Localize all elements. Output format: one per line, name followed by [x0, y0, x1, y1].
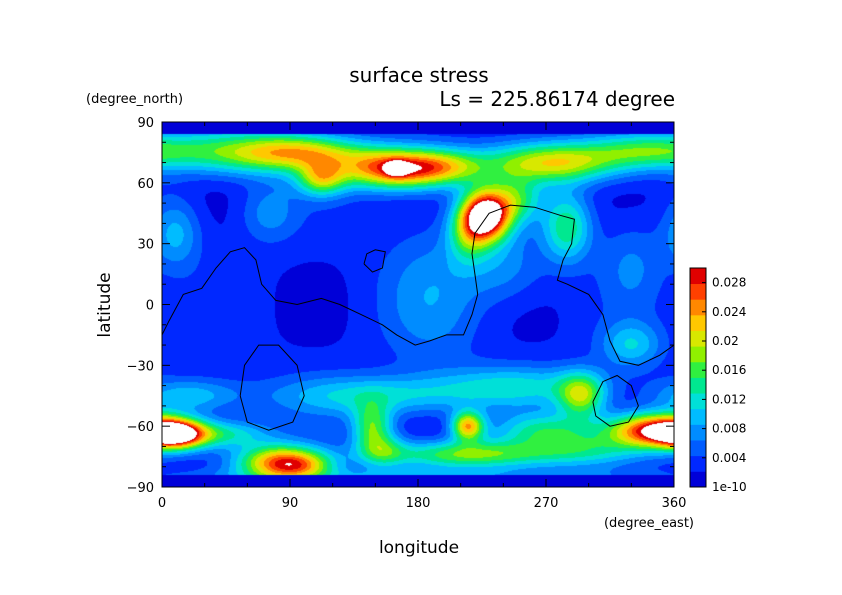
y-tick-label: 60 [137, 177, 154, 192]
colorbar-swatch [690, 455, 706, 472]
coastline-layer [161, 204, 675, 431]
x-unit-label: (degree_east) [604, 516, 694, 531]
colorbar-swatch [690, 314, 706, 331]
colorbar-tick-label: 0.008 [712, 422, 746, 436]
x-tick-label: 270 [534, 496, 559, 511]
colorbar-swatch [690, 299, 706, 316]
coastline-3 [592, 374, 639, 427]
colorbar-tick-label: 0.016 [712, 363, 746, 377]
y-axis-label: latitude [95, 272, 115, 337]
chart-title: surface stress [349, 63, 488, 87]
colorbar-tick-label: 0.012 [712, 392, 746, 406]
colorbar-tick-label: 0.024 [712, 305, 746, 319]
colorbar-tick-label: 0.028 [712, 276, 746, 290]
plot-frame [161, 121, 675, 488]
colorbar-tick-label: 0.02 [712, 334, 739, 348]
x-tick-label: 360 [662, 496, 687, 511]
coastline-0 [161, 204, 675, 366]
y-tick-label: −60 [127, 420, 154, 435]
chart-subtitle: Ls = 225.86174 degree [439, 87, 675, 111]
colorbar-swatch [690, 424, 706, 441]
x-axis: 0 90 180 270 360 [158, 122, 687, 511]
heatmap-field [162, 122, 674, 487]
x-tick-label: 0 [158, 496, 166, 511]
y-tick-label: −30 [127, 359, 154, 374]
colorbar-frame [689, 267, 707, 488]
colorbar-swatch [690, 268, 706, 285]
colorbar: 1e-10 0.004 0.008 0.012 0.016 0.02 0.024 0.028 [689, 267, 747, 494]
colorbar-swatch [690, 393, 706, 410]
y-tick-label: 30 [137, 238, 154, 253]
colorbar-swatch [690, 330, 706, 347]
colorbar-swatch [690, 346, 706, 363]
x-tick-label: 180 [406, 496, 431, 511]
y-tick-label: 90 [137, 116, 154, 131]
colorbar-swatch [690, 440, 706, 457]
x-tick-label: 90 [282, 496, 299, 511]
y-unit-label: (degree_north) [86, 92, 183, 107]
y-tick-label: 0 [146, 299, 154, 314]
coastline-1 [363, 249, 386, 273]
x-axis-label: longitude [379, 538, 459, 558]
colorbar-swatch [690, 471, 706, 488]
colorbar-swatch [690, 283, 706, 300]
colorbar-swatch [690, 361, 706, 378]
colorbar-tick-label: 1e-10 [712, 480, 747, 494]
colorbar-swatch [690, 377, 706, 394]
colorbar-swatch [690, 408, 706, 425]
colorbar-tick-label: 0.004 [712, 451, 746, 465]
y-tick-label: −90 [127, 481, 154, 496]
coastline-2 [239, 344, 305, 431]
